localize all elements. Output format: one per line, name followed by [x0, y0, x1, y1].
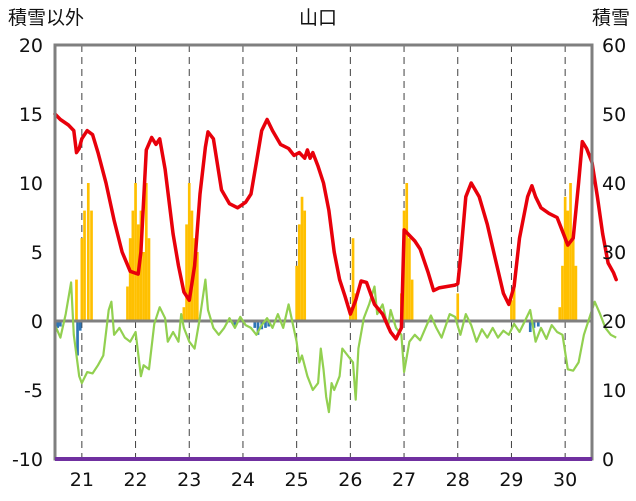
blue-bar-12: [536, 321, 540, 327]
snow-bar-20: [295, 265, 298, 321]
blue-bar-3: [78, 321, 82, 331]
blue-bar-8: [264, 321, 267, 328]
left-tick-10: 10: [19, 173, 43, 195]
blue-bar-5: [253, 321, 257, 328]
x-tick-24: 24: [231, 469, 255, 491]
left-tick--10: -10: [12, 449, 43, 471]
snow-bar-13: [147, 238, 151, 321]
chart-title: 山口: [299, 7, 337, 29]
left-tick--5: -5: [24, 380, 43, 402]
green-series-line: [53, 278, 617, 414]
snow-bar-19: [195, 252, 199, 321]
left-tick-5: 5: [31, 242, 43, 264]
snow-bar-14: [182, 307, 186, 321]
snow-bar-31: [410, 279, 414, 321]
x-tick-22: 22: [123, 469, 147, 491]
x-tick-23: 23: [177, 469, 201, 491]
blue-bar-1: [59, 321, 62, 327]
x-tick-27: 27: [392, 469, 416, 491]
snow-bar-4: [90, 210, 93, 321]
right-tick-30: 30: [602, 242, 626, 264]
x-tick-30: 30: [553, 469, 577, 491]
snow-bar-36: [561, 265, 564, 321]
snow-bar-16: [187, 183, 191, 321]
snow-bar-18: [193, 238, 196, 321]
x-tick-29: 29: [499, 469, 523, 491]
left-tick-0: 0: [31, 311, 43, 333]
blue-bar-0: [56, 321, 60, 328]
snow-bar-30: [408, 238, 411, 321]
right-tick-20: 20: [602, 311, 626, 333]
snow-bar-37: [563, 196, 567, 321]
snow-bar-17: [190, 210, 194, 321]
right-tick-40: 40: [602, 173, 626, 195]
snow-bar-3: [86, 183, 90, 321]
x-tick-21: 21: [70, 469, 94, 491]
snow-bar-32: [456, 293, 460, 321]
snow-bar-11: [142, 252, 145, 321]
right-axis-title: 積雪: [592, 7, 630, 29]
snow-bar-0: [75, 279, 78, 321]
snow-bar-39: [569, 183, 572, 321]
blue-bar-9: [267, 321, 271, 327]
snow-bar-40: [571, 238, 575, 321]
blue-bar-11: [532, 321, 536, 328]
left-tick-15: 15: [19, 104, 43, 126]
snow-bar-7: [131, 210, 135, 321]
red-series-line: [53, 112, 618, 341]
left-axis-title: 積雪以外: [8, 7, 84, 29]
snow-bar-15: [185, 224, 188, 321]
blue-bar-4: [233, 321, 237, 327]
snow-bar-8: [134, 183, 137, 321]
right-tick-10: 10: [602, 380, 626, 402]
blue-bar-6: [256, 321, 260, 335]
blue-bar-2: [76, 321, 79, 356]
snow-bar-26: [354, 293, 358, 321]
snow-bar-41: [574, 265, 578, 321]
snow-bar-22: [300, 196, 304, 321]
snow-bar-33: [510, 300, 513, 321]
left-tick-20: 20: [19, 35, 43, 57]
x-tick-26: 26: [338, 469, 362, 491]
snow-bar-5: [126, 286, 129, 321]
snow-bar-2: [83, 210, 86, 321]
x-tick-28: 28: [446, 469, 470, 491]
snow-bar-6: [128, 238, 132, 321]
snow-bar-38: [566, 210, 570, 321]
blue-bar-10: [528, 321, 532, 333]
snow-bar-25: [351, 238, 355, 321]
snow-bar-1: [80, 238, 84, 321]
snow-bar-35: [558, 307, 562, 321]
x-tick-25: 25: [285, 469, 309, 491]
right-tick-50: 50: [602, 104, 626, 126]
snow-bar-12: [144, 183, 148, 321]
snow-bar-21: [297, 224, 301, 321]
right-tick-60: 60: [602, 35, 626, 57]
right-tick-0: 0: [602, 449, 614, 471]
snow-bar-23: [303, 210, 307, 321]
snow-bar-29: [405, 183, 409, 321]
snow-bar-34: [512, 286, 516, 321]
